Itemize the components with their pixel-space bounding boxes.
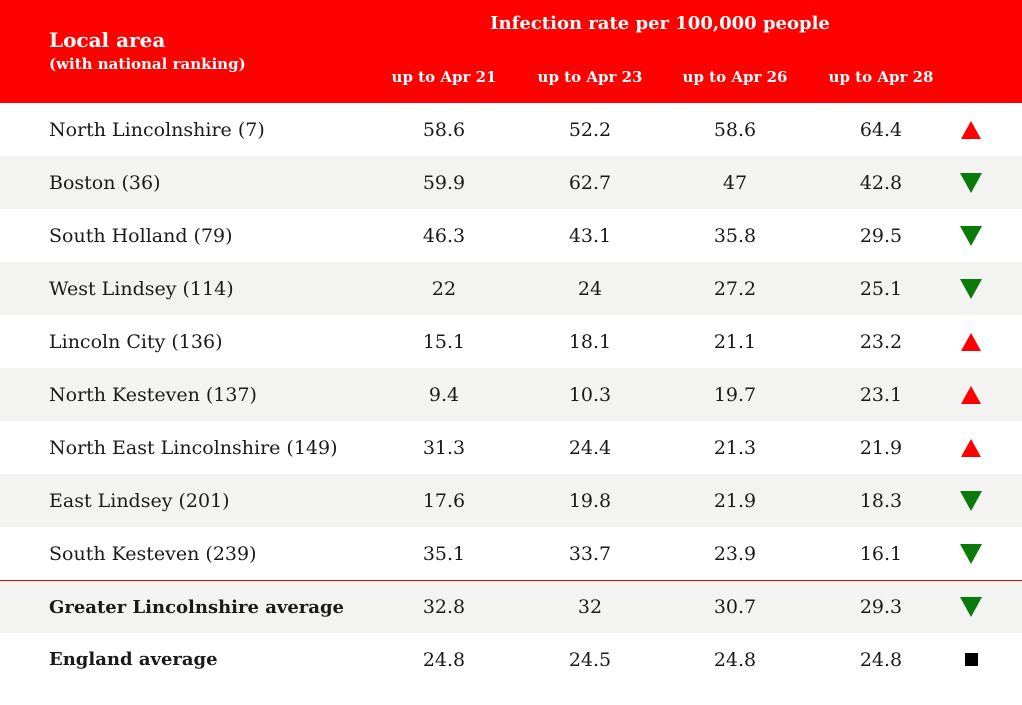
table-body: North Lincolnshire (7) 58.6 52.2 58.6 64.4 Bo… [0, 103, 1022, 686]
trend-up-icon [961, 438, 981, 457]
area-name: North Kesteven (137) [49, 383, 257, 406]
rate-value: 43.1 [568, 224, 612, 247]
trend-up-icon [961, 332, 981, 351]
rate-value: 24 [577, 277, 603, 300]
rate-value: 21.3 [713, 436, 757, 459]
trend-indicator [958, 368, 984, 421]
rate-value: 64.4 [859, 118, 903, 141]
table-row: North Lincolnshire (7) 58.6 52.2 58.6 64.4 [0, 103, 1022, 156]
area-name: Greater Lincolnshire average [49, 596, 344, 618]
trend-indicator [958, 103, 984, 156]
area-name: South Kesteven (239) [49, 542, 257, 565]
trend-indicator [958, 262, 984, 315]
trend-up-icon [961, 385, 981, 404]
rate-value: 35.8 [713, 224, 757, 247]
rate-value: 47 [722, 171, 748, 194]
column-header-apr-23: up to Apr 23 [537, 68, 643, 86]
column-header-apr-28: up to Apr 28 [828, 68, 934, 86]
rate-value: 27.2 [713, 277, 757, 300]
summary-row: England average 24.8 24.5 24.8 24.8 [0, 633, 1022, 686]
rate-value: 9.4 [428, 383, 460, 406]
table-row: Lincoln City (136) 15.1 18.1 21.1 23.2 [0, 315, 1022, 368]
trend-down-icon [960, 597, 982, 617]
rate-value: 32 [577, 596, 603, 618]
rate-value: 19.7 [713, 383, 757, 406]
area-name: South Holland (79) [49, 224, 233, 247]
rate-value: 21.1 [713, 330, 757, 353]
area-name: England average [49, 649, 218, 670]
rate-value: 59.9 [422, 171, 466, 194]
rate-value: 19.8 [568, 489, 612, 512]
area-name: Boston (36) [49, 171, 161, 194]
area-name: West Lindsey (114) [49, 277, 234, 300]
rate-value: 22 [431, 277, 457, 300]
trend-down-icon [960, 543, 982, 564]
area-name: East Lindsey (201) [49, 489, 230, 512]
trend-down-icon [960, 225, 982, 246]
table-row: Boston (36) 59.9 62.7 47 42.8 [0, 156, 1022, 209]
rate-value: 24.5 [568, 648, 612, 671]
rate-value: 25.1 [859, 277, 903, 300]
rate-value: 17.6 [422, 489, 466, 512]
rate-value: 35.1 [422, 542, 466, 565]
table-row: North Kesteven (137) 9.4 10.3 19.7 23.1 [0, 368, 1022, 421]
trend-up-icon [961, 120, 981, 139]
rate-value: 30.7 [713, 596, 757, 618]
rate-value: 16.1 [859, 542, 903, 565]
summary-row: Greater Lincolnshire average 32.8 32 30.7 29… [0, 580, 1022, 633]
rate-value: 23.9 [713, 542, 757, 565]
rate-value: 23.1 [859, 383, 903, 406]
trend-down-icon [960, 490, 982, 511]
table-row: East Lindsey (201) 17.6 19.8 21.9 18.3 [0, 474, 1022, 527]
table-row: South Holland (79) 46.3 43.1 35.8 29.5 [0, 209, 1022, 262]
rate-value: 24.8 [859, 648, 903, 671]
rate-value: 21.9 [859, 436, 903, 459]
trend-indicator [958, 474, 984, 527]
rate-value: 31.3 [422, 436, 466, 459]
infection-rate-header: Infection rate per 100,000 people [490, 13, 830, 34]
rate-value: 29.3 [859, 596, 903, 618]
table-row: South Kesteven (239) 35.1 33.7 23.9 16.1 [0, 527, 1022, 580]
local-area-header: Local area [49, 28, 166, 52]
area-name: Lincoln City (136) [49, 330, 223, 353]
rate-value: 21.9 [713, 489, 757, 512]
trend-indicator [958, 209, 984, 262]
trend-down-icon [960, 172, 982, 193]
trend-flat-icon [964, 653, 978, 666]
trend-indicator [958, 581, 984, 633]
rate-value: 42.8 [859, 171, 903, 194]
trend-indicator [958, 633, 984, 686]
trend-indicator [958, 156, 984, 209]
rate-value: 18.1 [568, 330, 612, 353]
rate-value: 58.6 [422, 118, 466, 141]
rate-value: 29.5 [859, 224, 903, 247]
rate-value: 15.1 [422, 330, 466, 353]
table-row: West Lindsey (114) 22 24 27.2 25.1 [0, 262, 1022, 315]
rate-value: 46.3 [422, 224, 466, 247]
rate-value: 32.8 [422, 596, 466, 618]
column-header-apr-21: up to Apr 21 [391, 68, 497, 86]
rate-value: 52.2 [568, 118, 612, 141]
trend-indicator [958, 315, 984, 368]
trend-indicator [958, 527, 984, 580]
rate-value: 24.8 [422, 648, 466, 671]
area-name: North East Lincolnshire (149) [49, 436, 338, 459]
rate-value: 62.7 [568, 171, 612, 194]
rate-value: 24.4 [568, 436, 612, 459]
local-area-subheader: (with national ranking) [49, 55, 246, 73]
trend-down-icon [960, 278, 982, 299]
trend-indicator [958, 421, 984, 474]
table-row: North East Lincolnshire (149) 31.3 24.4 21.… [0, 421, 1022, 474]
rate-value: 23.2 [859, 330, 903, 353]
rate-value: 24.8 [713, 648, 757, 671]
rate-value: 10.3 [568, 383, 612, 406]
area-name: North Lincolnshire (7) [49, 118, 265, 141]
table-header: Local area (with national ranking) Infec… [0, 0, 1022, 103]
column-header-apr-26: up to Apr 26 [682, 68, 788, 86]
rate-value: 18.3 [859, 489, 903, 512]
rate-value: 58.6 [713, 118, 757, 141]
rate-value: 33.7 [568, 542, 612, 565]
